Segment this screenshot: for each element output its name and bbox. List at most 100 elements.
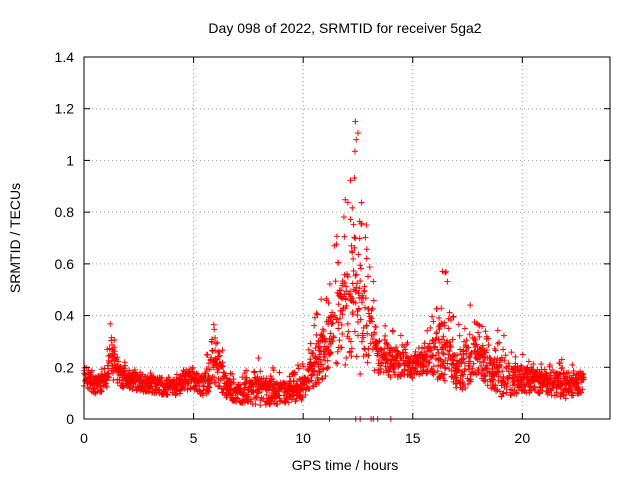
- data-point: [489, 376, 496, 383]
- data-point: [84, 384, 91, 391]
- data-point: [390, 328, 397, 335]
- data-point: [342, 361, 349, 368]
- data-point: [468, 349, 475, 356]
- data-point: [479, 342, 486, 349]
- data-point: [311, 367, 318, 374]
- data-point: [211, 326, 218, 333]
- data-point: [212, 340, 219, 347]
- data-point: [312, 355, 319, 362]
- data-point: [336, 337, 343, 344]
- data-point: [423, 363, 430, 370]
- data-point: [362, 295, 369, 302]
- data-point: [366, 264, 373, 271]
- data-point: [348, 353, 355, 360]
- data-point: [348, 345, 355, 352]
- data-point: [357, 278, 364, 285]
- data-point: [311, 322, 318, 329]
- data-point: [480, 350, 487, 357]
- data-point: [365, 310, 372, 317]
- data-point: [364, 330, 371, 337]
- data-point: [185, 380, 192, 387]
- data-point: [368, 307, 375, 314]
- data-point: [164, 391, 171, 398]
- data-point: [285, 399, 292, 406]
- data-point: [369, 305, 376, 312]
- data-point: [344, 320, 351, 327]
- data-point: [360, 334, 367, 341]
- data-point: [506, 363, 513, 370]
- data-point: [310, 368, 317, 375]
- data-point: [429, 313, 436, 320]
- data-point: [407, 353, 414, 360]
- data-point: [257, 402, 264, 409]
- data-point: [546, 361, 553, 368]
- data-point: [325, 300, 332, 307]
- data-point: [351, 148, 358, 155]
- data-point: [494, 327, 501, 334]
- data-point: [336, 315, 343, 322]
- data-point: [404, 339, 411, 346]
- data-point: [431, 369, 438, 376]
- data-point: [339, 330, 346, 337]
- data-point: [467, 378, 474, 385]
- data-point: [363, 221, 370, 228]
- data-point: [500, 373, 507, 380]
- data-point: [189, 364, 196, 371]
- data-point: [426, 340, 433, 347]
- data-point: [402, 346, 409, 353]
- data-point: [422, 353, 429, 360]
- data-point: [347, 348, 354, 355]
- data-point: [466, 377, 473, 384]
- data-point: [111, 336, 118, 343]
- data-point: [300, 363, 307, 370]
- data-point: [450, 314, 457, 321]
- data-point: [503, 383, 510, 390]
- data-point: [439, 336, 446, 343]
- data-point: [496, 339, 503, 346]
- data-point: [347, 177, 354, 184]
- data-point: [476, 358, 483, 365]
- data-point: [208, 336, 215, 343]
- data-point: [433, 329, 440, 336]
- data-point: [362, 234, 369, 241]
- y-tick-label: 0.4: [55, 308, 75, 324]
- data-point: [570, 368, 577, 375]
- data-point: [116, 376, 123, 383]
- data-point: [478, 370, 485, 377]
- data-point: [110, 350, 117, 357]
- data-point: [453, 374, 460, 381]
- data-point: [307, 340, 314, 347]
- data-point: [89, 380, 96, 387]
- data-point: [255, 355, 262, 362]
- data-point: [220, 389, 227, 396]
- data-point: [512, 353, 519, 360]
- data-point: [441, 371, 448, 378]
- data-point: [356, 235, 363, 242]
- data-point: [503, 389, 510, 396]
- data-point: [456, 332, 463, 339]
- data-point: [500, 346, 507, 353]
- data-point: [442, 365, 449, 372]
- data-point: [500, 390, 507, 397]
- data-point: [210, 364, 217, 371]
- axis-tick-labels: 0 5 10 15 20 0 0.2 0.4 0.6 0.8 1 1.2 1.4: [55, 49, 531, 446]
- data-point: [106, 345, 113, 352]
- data-point: [462, 385, 469, 392]
- x-axis-label: GPS time / hours: [292, 457, 399, 473]
- data-point: [280, 392, 287, 399]
- x-tick-label: 20: [515, 430, 531, 446]
- data-point: [463, 348, 470, 355]
- data-point: [461, 360, 468, 367]
- data-point: [353, 284, 360, 291]
- data-point: [88, 367, 95, 374]
- data-point: [383, 340, 390, 347]
- data-point: [327, 330, 334, 337]
- data-point: [485, 335, 492, 342]
- data-point: [107, 320, 114, 327]
- data-point: [492, 347, 499, 354]
- grid-lines: [84, 57, 610, 419]
- data-point: [332, 278, 339, 285]
- data-point: [350, 221, 357, 228]
- data-point: [556, 370, 563, 377]
- data-point: [446, 309, 453, 316]
